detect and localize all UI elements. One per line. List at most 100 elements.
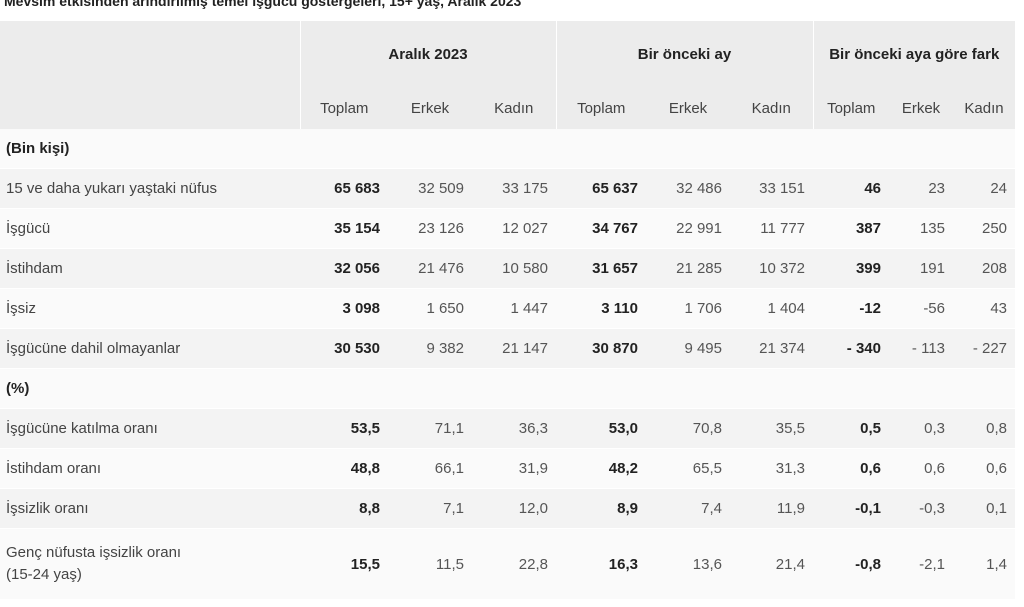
cell-value: 21 285 bbox=[646, 248, 730, 289]
section-row: (Bin kişi) bbox=[0, 129, 1016, 169]
cell-value: 71,1 bbox=[388, 408, 472, 449]
cell-value: 53,0 bbox=[556, 408, 646, 449]
cell-value: 66,1 bbox=[388, 448, 472, 489]
cell-value: 23 126 bbox=[388, 208, 472, 249]
table-row: İşgücüne katılma oranı 53,5 71,1 36,3 53,0 70… bbox=[0, 408, 1016, 449]
header-row-groups: Aralık 2023 Bir önceki ay Bir önceki aya… bbox=[0, 21, 1016, 88]
row-label: İstihdam oranı bbox=[0, 448, 300, 489]
cell-value: 48,2 bbox=[556, 448, 646, 489]
cell-value: 0,6 bbox=[813, 448, 889, 489]
cell-value: 7,1 bbox=[388, 488, 472, 529]
table-row: İşgücü 35 154 23 126 12 027 34 767 22 991 11 7… bbox=[0, 208, 1016, 249]
cell-value: 22,8 bbox=[472, 528, 556, 600]
cell-value: 43 bbox=[953, 288, 1016, 329]
subhead-total: Toplam bbox=[812, 88, 889, 129]
cell-value: -2,1 bbox=[889, 528, 953, 600]
row-label: İşgücüne dahil olmayanlar bbox=[0, 328, 300, 369]
cell-value: 0,1 bbox=[953, 488, 1016, 529]
cell-value: 1 447 bbox=[472, 288, 556, 329]
header-corner-sub bbox=[0, 88, 300, 129]
cell-value: - 113 bbox=[889, 328, 953, 369]
cell-value: 53,5 bbox=[300, 408, 388, 449]
cell-value: 0,6 bbox=[889, 448, 953, 489]
cell-value: 12,0 bbox=[472, 488, 556, 529]
cell-value: 65,5 bbox=[646, 448, 730, 489]
table-row: İşsizlik oranı 8,8 7,1 12,0 8,9 7,4 11,9 -0,1 -0… bbox=[0, 488, 1016, 529]
cell-value: 12 027 bbox=[472, 208, 556, 249]
cell-value: 30 530 bbox=[300, 328, 388, 369]
row-label: Genç nüfusta işsizlik oranı (15-24 yaş) bbox=[0, 528, 300, 600]
cell-value: 250 bbox=[953, 208, 1016, 249]
cell-value: 0,3 bbox=[889, 408, 953, 449]
row-label: İşsiz bbox=[0, 288, 300, 329]
cell-value: 8,8 bbox=[300, 488, 388, 529]
cell-value: 36,3 bbox=[472, 408, 556, 449]
cell-value: 65 637 bbox=[556, 168, 646, 209]
cell-value: 23 bbox=[889, 168, 953, 209]
row-label: İşsizlik oranı bbox=[0, 488, 300, 529]
cell-value: 32 056 bbox=[300, 248, 388, 289]
cell-value: 11 777 bbox=[730, 208, 813, 249]
table-row: İşgücüne dahil olmayanlar 30 530 9 382 21 1… bbox=[0, 328, 1016, 369]
cell-value: 31,9 bbox=[472, 448, 556, 489]
row-label: İşgücü bbox=[0, 208, 300, 249]
cell-value: 11,5 bbox=[388, 528, 472, 600]
cell-value: 1,4 bbox=[953, 528, 1016, 600]
cell-value: 70,8 bbox=[646, 408, 730, 449]
cell-value: -0,1 bbox=[813, 488, 889, 529]
cell-value: 1 650 bbox=[388, 288, 472, 329]
cell-value: 10 580 bbox=[472, 248, 556, 289]
subhead-female: Kadın bbox=[730, 88, 813, 129]
group-header-previous: Bir önceki ay bbox=[555, 21, 813, 88]
cell-value: 15,5 bbox=[300, 528, 388, 600]
cell-value: 34 767 bbox=[556, 208, 646, 249]
cell-value: 21 476 bbox=[388, 248, 472, 289]
cell-value: 46 bbox=[813, 168, 889, 209]
subhead-female: Kadın bbox=[953, 88, 1016, 129]
cell-value: 0,5 bbox=[813, 408, 889, 449]
cell-value: 13,6 bbox=[646, 528, 730, 600]
cell-value: 10 372 bbox=[730, 248, 813, 289]
cell-value: 1 404 bbox=[730, 288, 813, 329]
table-row: 15 ve daha yukarı yaştaki nüfus 65 683 32 … bbox=[0, 168, 1016, 209]
header-corner bbox=[0, 21, 300, 88]
cell-value: -0,8 bbox=[813, 528, 889, 600]
cell-value: -56 bbox=[889, 288, 953, 329]
row-label: İşgücüne katılma oranı bbox=[0, 408, 300, 449]
subhead-male: Erkek bbox=[646, 88, 730, 129]
cell-value: - 340 bbox=[813, 328, 889, 369]
cell-value: 21 147 bbox=[472, 328, 556, 369]
cell-value: 208 bbox=[953, 248, 1016, 289]
header-row-subheads: Toplam Erkek Kadın Toplam Erkek Kadın To… bbox=[0, 88, 1016, 129]
labour-force-table: Aralık 2023 Bir önceki ay Bir önceki aya… bbox=[0, 21, 1016, 600]
cell-value: 16,3 bbox=[556, 528, 646, 600]
subhead-female: Kadın bbox=[472, 88, 556, 129]
cell-value: 35,5 bbox=[730, 408, 813, 449]
group-header-current: Aralık 2023 bbox=[299, 21, 556, 88]
cell-value: 7,4 bbox=[646, 488, 730, 529]
cell-value: 3 098 bbox=[300, 288, 388, 329]
row-label: 15 ve daha yukarı yaştaki nüfus bbox=[0, 168, 300, 209]
cell-value: 11,9 bbox=[730, 488, 813, 529]
cell-value: 3 110 bbox=[556, 288, 646, 329]
subhead-male: Erkek bbox=[889, 88, 953, 129]
cell-value: 22 991 bbox=[646, 208, 730, 249]
cell-value: 0,8 bbox=[953, 408, 1016, 449]
cell-value: 191 bbox=[889, 248, 953, 289]
cell-value: 32 509 bbox=[388, 168, 472, 209]
group-header-difference: Bir önceki aya göre fark bbox=[812, 21, 1016, 88]
table-row: Genç nüfusta işsizlik oranı (15-24 yaş) 15… bbox=[0, 528, 1016, 600]
cell-value: 9 382 bbox=[388, 328, 472, 369]
cell-value: 65 683 bbox=[300, 168, 388, 209]
cell-value: 31,3 bbox=[730, 448, 813, 489]
cell-value: 33 175 bbox=[472, 168, 556, 209]
section-row: (%) bbox=[0, 368, 1016, 409]
subhead-total: Toplam bbox=[555, 88, 646, 129]
cell-value: 48,8 bbox=[300, 448, 388, 489]
cell-value: 21,4 bbox=[730, 528, 813, 600]
cell-value: - 227 bbox=[953, 328, 1016, 369]
section-label-percent: (%) bbox=[0, 368, 1016, 409]
cell-value: 30 870 bbox=[556, 328, 646, 369]
cell-value: 9 495 bbox=[646, 328, 730, 369]
cell-value: -12 bbox=[813, 288, 889, 329]
